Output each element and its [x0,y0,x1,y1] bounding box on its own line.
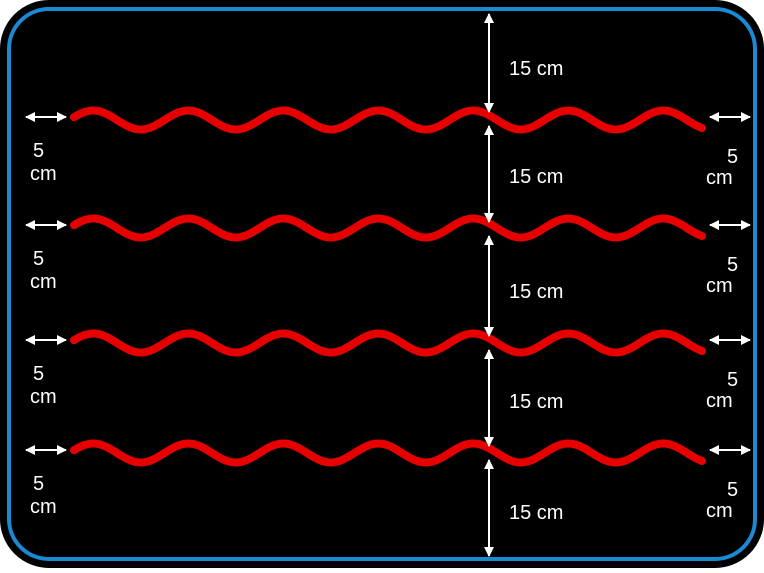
left-margin-unit: cm [30,496,57,518]
vertical-gap-label: 15 cm [509,281,563,303]
board-border [7,7,757,561]
vertical-dimension-group: 15 cm 15 cm 15 cm 15 cm 15 cm [484,12,563,557]
left-margin-unit: cm [30,163,57,185]
right-margin-value: 5 [727,369,738,391]
vertical-gap-label: 15 cm [509,58,563,80]
right-margin-unit: cm [706,390,733,412]
right-margin-value: 5 [727,254,738,276]
wave-strip [70,106,706,134]
vertical-gap-label: 15 cm [509,502,563,524]
wave-strip [70,439,706,467]
right-margin-value: 5 [727,479,738,501]
left-margin-value: 5 [33,140,44,162]
right-margin-value: 5 [727,146,738,168]
right-margin-unit: cm [706,167,733,189]
left-margin-value: 5 [33,363,44,385]
wave-strip [70,214,706,242]
wave-group [70,106,706,467]
vertical-gap-label: 15 cm [509,166,563,188]
right-margin-unit: cm [706,500,733,522]
right-margin-unit: cm [706,275,733,297]
left-margin-value: 5 [33,473,44,495]
left-margin-unit: cm [30,386,57,408]
wave-strip [70,329,706,357]
vertical-gap-label: 15 cm [509,391,563,413]
left-margin-unit: cm [30,271,57,293]
left-margin-value: 5 [33,248,44,270]
